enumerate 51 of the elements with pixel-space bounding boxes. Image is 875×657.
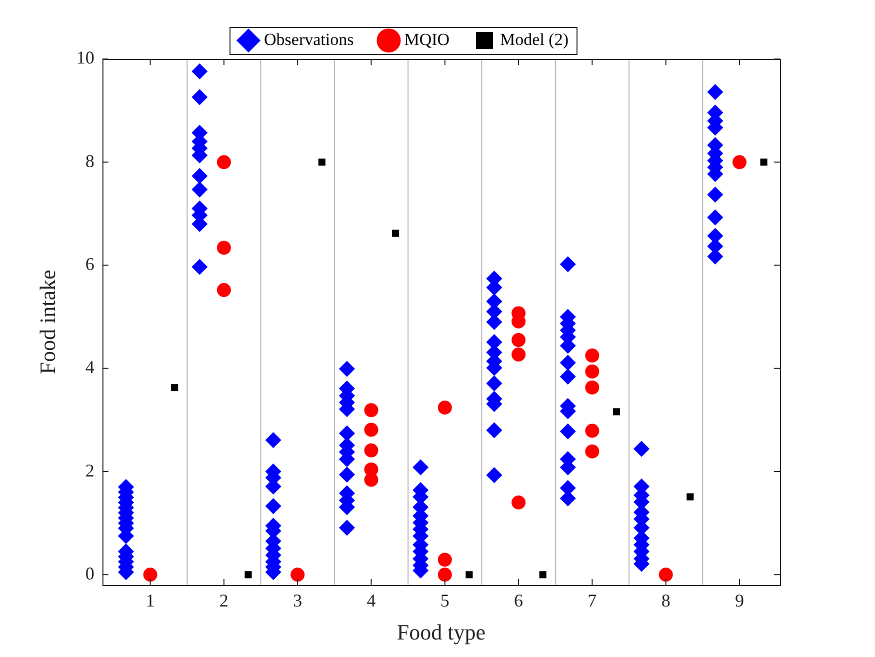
point — [585, 348, 600, 363]
y-tick-label: 2 — [85, 460, 94, 480]
y-tick-label: 6 — [85, 254, 94, 274]
point — [216, 283, 231, 298]
point — [438, 568, 452, 582]
point — [364, 422, 378, 437]
point — [585, 424, 600, 438]
point — [392, 230, 400, 237]
point — [216, 240, 231, 255]
x-tick-label: 4 — [366, 590, 376, 611]
x-axis-title: Food type — [396, 620, 486, 645]
x-tick-label: 9 — [734, 590, 744, 611]
point — [466, 571, 473, 578]
point — [318, 158, 326, 166]
y-tick-label: 0 — [85, 563, 94, 584]
point — [143, 568, 158, 582]
point — [658, 568, 673, 582]
point — [612, 408, 620, 416]
y-axis-title: Food intake — [34, 270, 60, 374]
x-tick-label: 8 — [661, 590, 670, 611]
point — [364, 443, 378, 458]
point — [216, 155, 231, 170]
point — [760, 158, 768, 166]
legend-label: MQIO — [404, 30, 450, 49]
point — [364, 403, 378, 418]
x-tick-label: 2 — [219, 590, 228, 611]
point — [512, 347, 526, 362]
legend-label: Observations — [264, 30, 354, 49]
point — [732, 155, 746, 170]
point — [244, 571, 252, 578]
point — [686, 493, 694, 500]
point — [585, 444, 600, 458]
point — [290, 568, 305, 582]
point — [171, 384, 178, 392]
point — [438, 552, 452, 567]
x-tick-label: 7 — [588, 590, 597, 611]
point — [585, 380, 600, 394]
y-tick-label: 8 — [85, 150, 94, 171]
y-tick-label: 4 — [85, 357, 94, 378]
x-tick-label: 3 — [293, 590, 302, 611]
point — [438, 400, 452, 415]
point — [539, 571, 546, 578]
x-tick-label: 5 — [440, 590, 450, 611]
point — [512, 495, 526, 510]
point — [512, 333, 526, 348]
legend-label: Model (2) — [500, 30, 569, 49]
y-tick-label: 10 — [76, 48, 94, 68]
x-tick-label: 1 — [146, 590, 155, 611]
x-tick-label: 6 — [514, 590, 524, 611]
point — [585, 364, 600, 379]
point — [364, 472, 378, 487]
